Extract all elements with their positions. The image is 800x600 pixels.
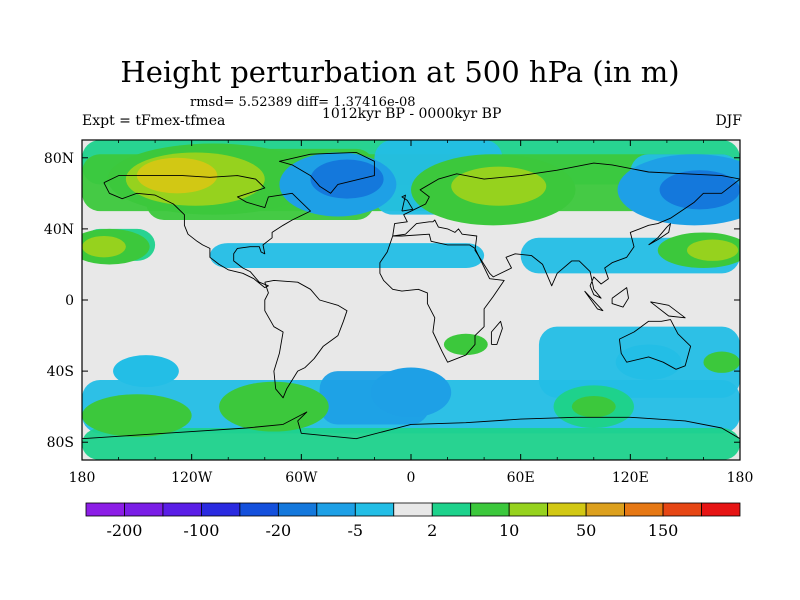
colorbar-label: 2 bbox=[427, 521, 437, 540]
colorbar-swatch bbox=[624, 502, 664, 517]
field-contour bbox=[571, 396, 616, 418]
coastline bbox=[618, 319, 692, 370]
page-title: Height perturbation at 500 hPa (in m) bbox=[120, 55, 680, 89]
field-band bbox=[82, 428, 740, 460]
colorbar-swatch bbox=[354, 502, 395, 517]
lon-label: 60W bbox=[285, 470, 318, 486]
coastline bbox=[264, 279, 348, 399]
colorbar-swatch bbox=[277, 502, 318, 517]
field-contour bbox=[615, 344, 682, 380]
field-contour bbox=[659, 170, 740, 210]
lon-label: 60E bbox=[507, 470, 535, 486]
lon-label: 0 bbox=[407, 470, 416, 486]
field-contour bbox=[451, 166, 547, 206]
coastline bbox=[379, 233, 505, 363]
coastline bbox=[648, 223, 671, 246]
field-contour bbox=[82, 394, 192, 437]
colorbar-swatch bbox=[124, 502, 164, 517]
coastline bbox=[611, 287, 629, 308]
lat-label: 40N bbox=[44, 222, 74, 238]
colorbar-label: 150 bbox=[648, 521, 679, 540]
colorbar-swatch bbox=[547, 502, 587, 517]
coastline bbox=[103, 175, 311, 289]
colorbar-swatch bbox=[85, 502, 125, 517]
lon-label: 120W bbox=[171, 470, 213, 486]
lat-label: 80S bbox=[47, 435, 74, 451]
field-contour bbox=[310, 159, 384, 199]
lon-label: 180 bbox=[69, 470, 96, 486]
map-area bbox=[82, 140, 740, 460]
colorbar-label: -200 bbox=[106, 521, 142, 540]
colorbar-swatch bbox=[585, 502, 625, 517]
colorbar-swatch bbox=[239, 502, 279, 517]
colorbar-label: -100 bbox=[183, 521, 219, 540]
colorbar-label: -5 bbox=[347, 521, 363, 540]
colorbar-label: 10 bbox=[499, 521, 519, 540]
field-contour bbox=[219, 381, 329, 432]
stats-subtitle: rmsd= 5.52389 diff= 1.37416e-08 bbox=[190, 95, 416, 110]
map-axes: 80N 40N 0 40S 80S 180 120W 60W 0 60E 120E 180 bbox=[44, 140, 753, 486]
lat-label: 0 bbox=[65, 293, 74, 309]
colorbar-swatch bbox=[201, 502, 241, 517]
coastline bbox=[392, 162, 740, 299]
experiment-label: Expt = tFmex-tfmea bbox=[82, 113, 226, 129]
coastline bbox=[650, 301, 686, 319]
field-contour bbox=[703, 351, 740, 373]
coastline bbox=[278, 151, 375, 194]
colorbar-swatch bbox=[393, 502, 433, 517]
field-contour bbox=[370, 367, 452, 418]
colorbar-swatch bbox=[508, 502, 549, 517]
field-band bbox=[209, 243, 485, 268]
field-contour bbox=[443, 333, 488, 356]
colorbar-label: -20 bbox=[265, 521, 291, 540]
colorbar-swatch bbox=[701, 502, 741, 517]
colorbar-label: 50 bbox=[576, 521, 596, 540]
season-label: DJF bbox=[715, 113, 742, 129]
colorbar: -200 -100 -20 -5 2 10 50 150 bbox=[85, 502, 741, 540]
colorbar-swatch bbox=[470, 502, 510, 517]
coastline bbox=[490, 320, 503, 345]
period-subtitle: 1012kyr BP - 0000kyr BP bbox=[322, 106, 502, 122]
lon-label: 120E bbox=[612, 470, 649, 486]
lon-label: 180 bbox=[727, 470, 754, 486]
colorbar-swatch bbox=[431, 502, 472, 517]
lat-label: 40S bbox=[47, 364, 74, 380]
field-contour bbox=[686, 239, 739, 261]
coastline bbox=[82, 411, 740, 440]
colorbar-swatch bbox=[316, 502, 356, 517]
coastline bbox=[401, 194, 414, 212]
colorbar-swatch bbox=[662, 502, 702, 517]
field-contour bbox=[82, 236, 126, 258]
colorbar-swatch bbox=[162, 502, 202, 517]
lat-label: 80N bbox=[44, 151, 74, 167]
coastline bbox=[584, 290, 604, 312]
field-contour bbox=[113, 355, 179, 388]
